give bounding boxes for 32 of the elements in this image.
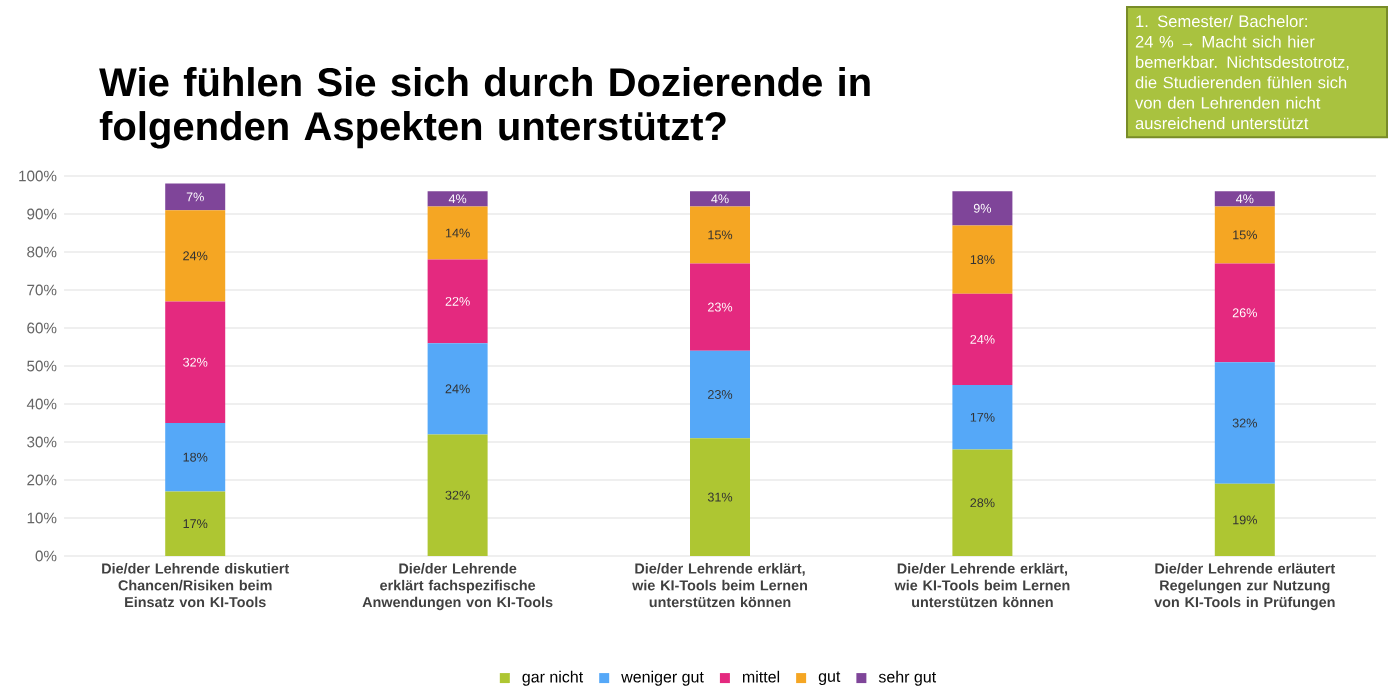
bar [1214, 191, 1275, 207]
bar [427, 343, 488, 435]
bar [165, 210, 226, 302]
bar [952, 449, 1013, 557]
text: 1. Semester/ Bachelor: 24 % → Macht sich hier bemerkbar. Nichtsdestotrotz, die Studierenden fühlen sich von den Lehrenden nicht ausreichend unterstützt [1135, 15, 1349, 130]
legend-label: mittel [742, 671, 780, 683]
legend-label: gut [818, 671, 841, 686]
bar [1214, 263, 1275, 363]
bar [690, 206, 751, 264]
legend-label: sehr gut [878, 671, 937, 687]
bar [690, 438, 751, 557]
bar [427, 206, 488, 260]
bar [1214, 362, 1275, 485]
bar [690, 191, 751, 207]
bar [952, 294, 1013, 386]
bar [427, 434, 488, 557]
bar [1214, 484, 1275, 557]
bar [952, 225, 1013, 295]
bar [427, 191, 488, 207]
chart-title: Wie fühlen Sie sich durch Dozierende in folgenden Aspekten unterstützt? [99, 67, 870, 149]
bar [165, 183, 226, 211]
bar [952, 191, 1013, 226]
bar [165, 423, 226, 492]
bar [952, 385, 1013, 450]
legend-label: gar nicht [522, 671, 584, 687]
bar [690, 351, 751, 439]
bar [165, 301, 226, 424]
bar [427, 259, 488, 344]
bar [1214, 206, 1275, 264]
bar [690, 263, 751, 352]
bar [165, 491, 226, 557]
legend-label: weniger gut [621, 671, 704, 687]
